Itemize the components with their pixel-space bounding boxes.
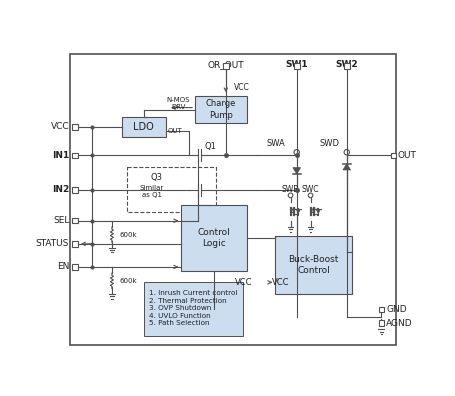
Bar <box>181 206 247 271</box>
Text: OUT: OUT <box>167 128 182 134</box>
Polygon shape <box>296 209 301 214</box>
Text: VCC: VCC <box>51 122 70 131</box>
Polygon shape <box>293 168 301 174</box>
Text: Q1: Q1 <box>204 142 216 150</box>
Bar <box>293 63 300 69</box>
Text: Charge
Pump: Charge Pump <box>206 99 236 120</box>
Bar <box>344 63 350 69</box>
Bar <box>223 63 229 69</box>
Text: N-MOS
DRV: N-MOS DRV <box>167 97 190 110</box>
Text: SWA: SWA <box>267 139 285 148</box>
Text: SWD: SWD <box>319 139 339 148</box>
Text: Similar
as Q1: Similar as Q1 <box>140 185 164 198</box>
Text: SW1: SW1 <box>285 60 308 69</box>
Text: VCC: VCC <box>233 83 249 92</box>
Text: SWC: SWC <box>302 185 319 194</box>
Bar <box>122 117 166 137</box>
Polygon shape <box>343 164 351 170</box>
Text: OUT: OUT <box>398 151 416 160</box>
Text: SW2: SW2 <box>335 60 358 69</box>
Polygon shape <box>316 209 321 214</box>
Text: Buck-Boost
Control: Buck-Boost Control <box>288 255 339 275</box>
Text: 600k: 600k <box>120 232 137 238</box>
Text: AGND: AGND <box>386 319 413 327</box>
Bar <box>72 241 78 247</box>
Bar <box>379 307 384 312</box>
Text: IN1: IN1 <box>52 151 70 160</box>
Bar <box>72 218 78 223</box>
Text: IN2: IN2 <box>52 185 70 194</box>
Text: 1. Inrush Current control
2. Thermal Protection
3. OVP Shutdown
4. UVLO Function: 1. Inrush Current control 2. Thermal Pro… <box>149 290 237 326</box>
Text: VCC: VCC <box>235 278 252 287</box>
Bar <box>72 187 78 193</box>
Bar <box>72 152 78 158</box>
Text: Q3: Q3 <box>151 173 162 182</box>
Bar <box>144 282 243 336</box>
Text: EN: EN <box>57 263 70 272</box>
Bar <box>195 96 247 123</box>
Text: OR_OUT: OR_OUT <box>207 60 244 69</box>
Text: LDO: LDO <box>133 122 154 132</box>
Text: SWB: SWB <box>282 185 299 194</box>
Text: SEL: SEL <box>53 216 70 225</box>
Text: VCC: VCC <box>272 278 289 287</box>
Bar <box>72 264 78 270</box>
Text: GND: GND <box>386 305 407 314</box>
Bar <box>72 124 78 129</box>
Bar <box>127 167 216 211</box>
Bar <box>275 236 352 294</box>
Bar <box>379 320 384 326</box>
Text: Control
Logic: Control Logic <box>197 228 230 248</box>
Text: 600k: 600k <box>120 278 137 284</box>
Text: STATUS: STATUS <box>35 239 69 248</box>
Bar <box>391 152 396 158</box>
